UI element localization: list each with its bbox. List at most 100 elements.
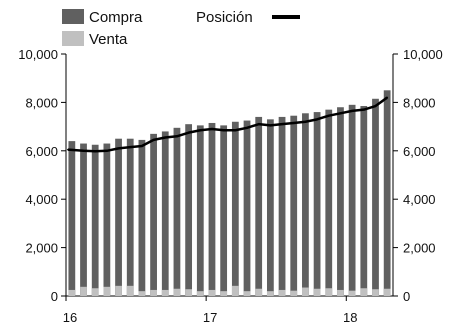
- bar-compra: [173, 127, 181, 296]
- legend: Compra Venta Posición: [62, 9, 300, 48]
- bar-venta: [278, 289, 286, 296]
- bar-venta: [103, 286, 111, 296]
- point-posicion: [374, 105, 377, 107]
- bar-venta: [348, 290, 356, 296]
- bar-compra: [80, 143, 87, 296]
- bar-venta: [91, 288, 99, 296]
- legend-label-posicion: Posición: [196, 9, 253, 26]
- bar-compra: [383, 90, 391, 296]
- bar-compra: [290, 115, 298, 297]
- legend-swatch-venta: [62, 31, 84, 46]
- bar-compra: [278, 116, 286, 296]
- bar-compra: [348, 104, 356, 296]
- bar-venta: [302, 287, 309, 296]
- point-posicion: [82, 149, 85, 152]
- point-posicion: [339, 112, 342, 115]
- bar-compra: [91, 144, 99, 296]
- y-tick-label-right: 10,000: [403, 47, 443, 62]
- x-tick-label: 17: [203, 310, 217, 325]
- y-tick-label-right: 0: [403, 289, 410, 304]
- bar-compra: [138, 139, 146, 296]
- bar-compra: [115, 138, 122, 296]
- bar-compra: [196, 125, 204, 296]
- bar-venta: [360, 288, 368, 296]
- point-posicion: [211, 128, 213, 130]
- y-tick-label-right: 4,000: [403, 192, 436, 207]
- bar-compra: [360, 106, 368, 296]
- bar-venta: [325, 288, 333, 296]
- bar-venta: [337, 289, 344, 296]
- bar-venta: [290, 290, 298, 296]
- bar-venta: [372, 289, 379, 296]
- bar-venta: [161, 289, 169, 296]
- bar-venta: [243, 291, 251, 296]
- y-tick-label-left: 2,000: [25, 241, 58, 256]
- bar-venta: [313, 288, 321, 296]
- bar-compra: [185, 124, 193, 297]
- point-posicion: [234, 129, 237, 132]
- bar-venta: [68, 289, 76, 296]
- bar-venta: [80, 286, 87, 296]
- bar-compra: [302, 113, 309, 296]
- point-posicion: [117, 147, 120, 150]
- bar-venta: [220, 291, 228, 296]
- bar-compra: [313, 112, 321, 296]
- y-tick-label-left: 6,000: [25, 144, 58, 159]
- point-posicion: [269, 124, 272, 127]
- axes: [65, 54, 394, 297]
- bar-compra: [337, 107, 344, 297]
- point-posicion: [281, 123, 283, 126]
- bar-venta: [150, 289, 157, 296]
- bar-compra: [220, 125, 228, 296]
- point-posicion: [176, 135, 178, 138]
- x-tick-label: 16: [63, 310, 77, 325]
- y-tick-label-left: 10,000: [18, 47, 58, 62]
- bar-compra: [372, 98, 379, 297]
- point-posicion: [187, 131, 190, 134]
- bar-compra: [243, 120, 251, 296]
- bar-venta: [383, 288, 391, 296]
- point-posicion: [105, 149, 108, 152]
- bar-compra: [161, 131, 169, 296]
- bar-venta: [231, 285, 239, 296]
- bar-compra: [103, 143, 111, 296]
- bars: [68, 90, 391, 297]
- point-posicion: [327, 114, 330, 117]
- line-posicion: [67, 96, 388, 153]
- ticks: 0 0 2,000 2,000 4,000 4,000 6,000 6,000 8,000 8,0…: [18, 47, 443, 325]
- y-tick-label-right: 6,000: [403, 144, 436, 159]
- bar-venta: [115, 285, 122, 296]
- bar-compra: [126, 138, 134, 296]
- x-tick-label: 18: [343, 310, 357, 325]
- y-tick-label-left: 0: [51, 289, 58, 304]
- point-posicion: [94, 150, 97, 153]
- point-posicion: [362, 108, 365, 111]
- bar-compra: [325, 109, 333, 296]
- point-posicion: [199, 129, 202, 132]
- bar-compra: [231, 121, 239, 296]
- point-posicion: [246, 126, 248, 129]
- line-layer: [67, 96, 389, 153]
- point-posicion: [152, 139, 155, 141]
- bar-compra: [208, 122, 216, 296]
- point-posicion: [67, 148, 69, 151]
- point-posicion: [257, 123, 260, 126]
- point-posicion: [141, 145, 143, 147]
- bar-venta: [266, 291, 274, 296]
- bar-compra: [68, 141, 76, 296]
- point-posicion: [164, 136, 167, 139]
- bar-venta: [255, 288, 263, 296]
- bar-compra: [266, 119, 274, 296]
- y-tick-label-left: 8,000: [25, 95, 58, 110]
- bar-compra: [150, 133, 157, 296]
- bar-venta: [208, 289, 216, 296]
- y-tick-label-right: 8,000: [403, 95, 436, 110]
- point-posicion: [386, 96, 389, 99]
- y-tick-label-left: 4,000: [25, 192, 58, 207]
- point-posicion: [316, 118, 318, 121]
- y-tick-label-right: 2,000: [403, 241, 436, 256]
- point-posicion: [304, 120, 307, 123]
- bar-venta: [185, 289, 193, 296]
- bar-venta: [196, 291, 204, 296]
